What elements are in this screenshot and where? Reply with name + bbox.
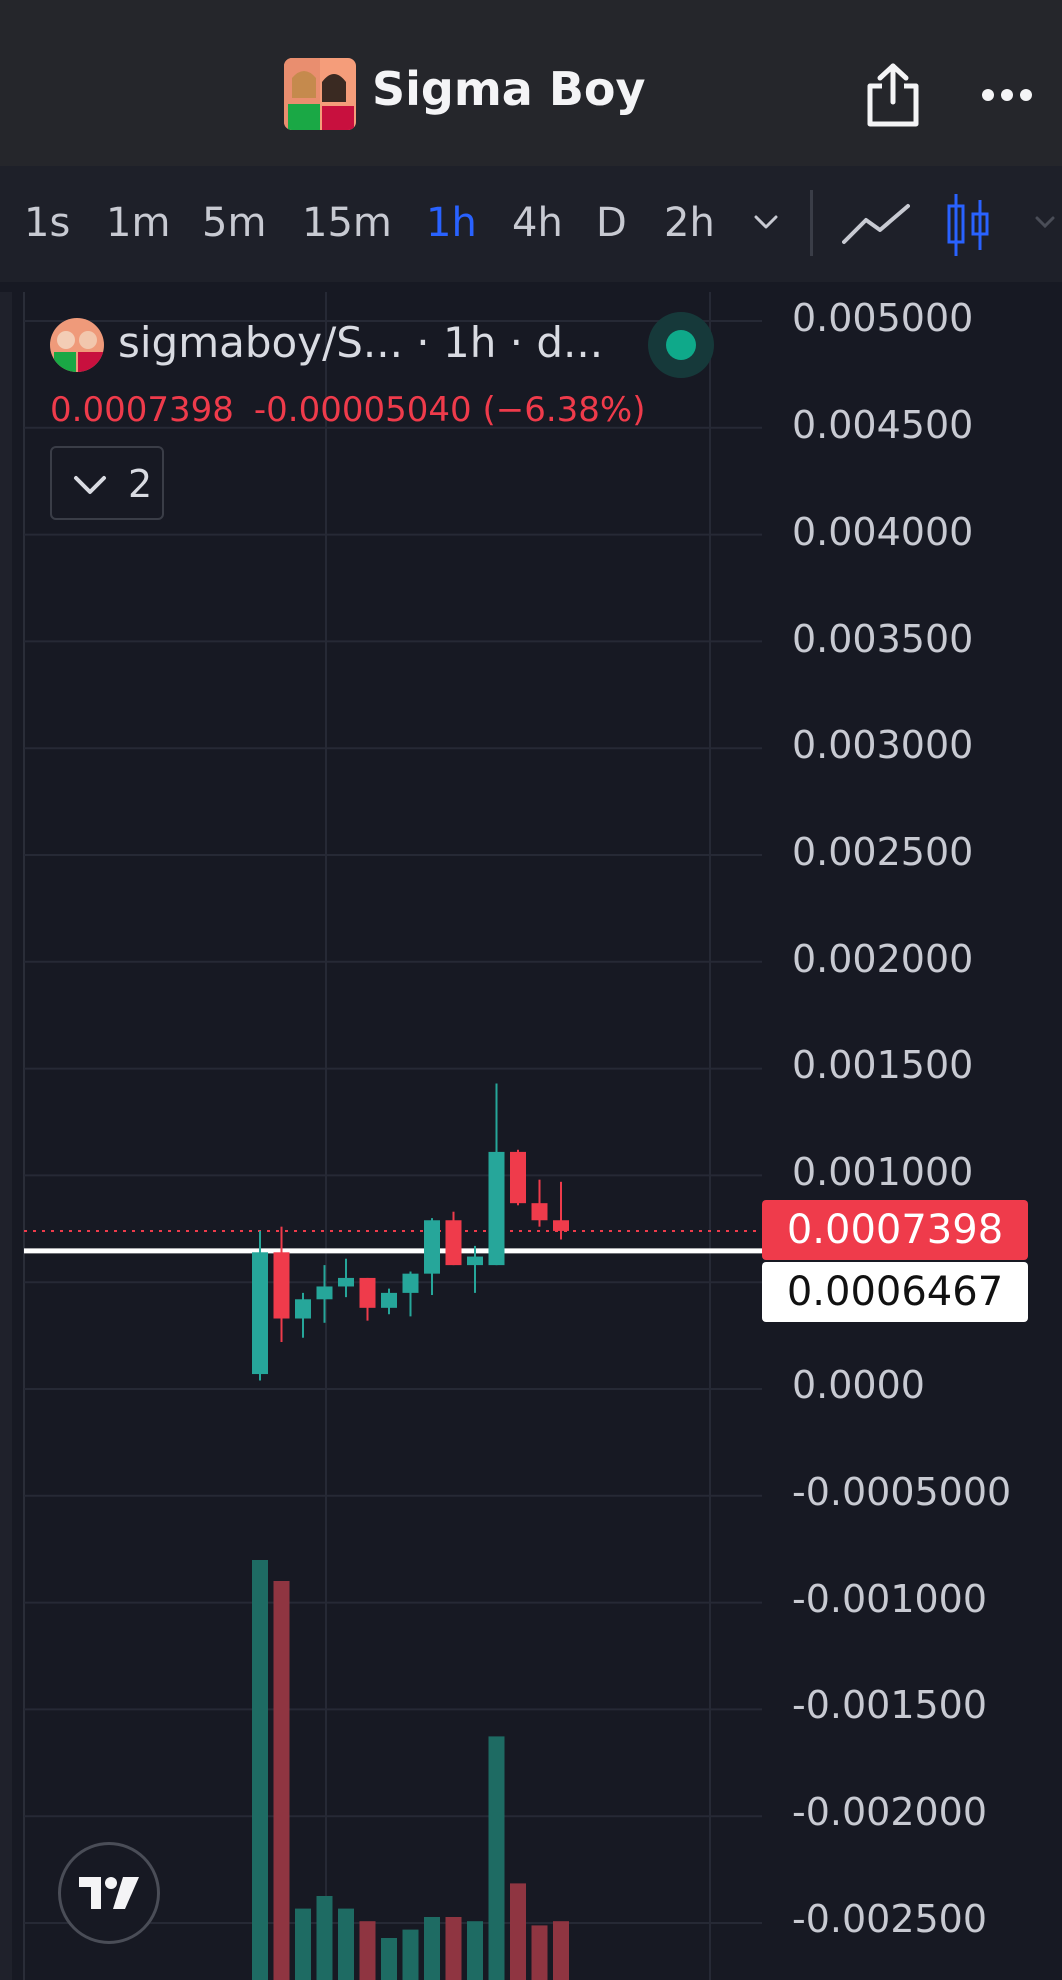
volume-bar: [424, 1917, 440, 1980]
chart-left-edge: [0, 292, 12, 1980]
price-axis-label: 0.005000: [792, 296, 974, 340]
price-axis-label: -0.001000: [792, 1577, 988, 1621]
candle-body: [273, 1252, 290, 1319]
legend-change: -0.00005040 (−6.38%): [253, 390, 646, 430]
volume-bar: [381, 1938, 397, 1980]
price-axis-label: -0.002000: [792, 1790, 988, 1834]
price-axis-label: 0.002000: [792, 937, 974, 981]
line-chart-icon[interactable]: [842, 202, 910, 248]
page-title: Sigma Boy: [372, 62, 646, 116]
price-axis-label: 0.0000: [792, 1363, 925, 1407]
price-axis-label: 0.003000: [792, 723, 974, 767]
top-bar: Sigma Boy: [0, 0, 1062, 166]
candlestick-icon[interactable]: [946, 192, 990, 258]
volume-bar: [359, 1921, 376, 1980]
timeframe-2h[interactable]: 2h: [664, 200, 715, 246]
candle-body: [467, 1256, 483, 1266]
timeframe-5m[interactable]: 5m: [202, 200, 267, 246]
price-axis-label: 0.001000: [792, 1150, 974, 1194]
volume-bar: [316, 1896, 333, 1980]
candle-body: [252, 1252, 268, 1375]
price-axis-label: 0.002500: [792, 830, 974, 874]
timeframe-15m[interactable]: 15m: [302, 200, 392, 246]
candle-body: [295, 1299, 311, 1319]
volume-bar: [488, 1736, 505, 1980]
legend-prices: 0.0007398 -0.00005040 (−6.38%): [50, 390, 665, 430]
candle-body: [531, 1203, 548, 1221]
toolbar-divider: [810, 190, 813, 256]
price-axis-label: -0.0005000: [792, 1470, 1012, 1514]
symbol-avatar: [50, 318, 104, 372]
live-dot: [666, 330, 696, 360]
timeframe-d[interactable]: D: [596, 200, 627, 246]
indicators-collapse-button[interactable]: 2: [50, 446, 164, 520]
candle-body: [445, 1220, 462, 1266]
timeframe-1m[interactable]: 1m: [106, 200, 171, 246]
crosshair-price-tag: 0.0006467: [762, 1262, 1028, 1322]
chevron-down-icon[interactable]: [752, 212, 780, 232]
price-axis-label: 0.004500: [792, 403, 974, 447]
candle-body: [381, 1292, 397, 1308]
live-status-indicator: [648, 312, 714, 378]
volume-bar: [252, 1560, 268, 1980]
candle-body: [553, 1220, 569, 1231]
price-axis-label: 0.001500: [792, 1043, 974, 1087]
volume-bar: [273, 1581, 290, 1980]
price-axis-label: 0.003500: [792, 617, 974, 661]
candle-body: [316, 1286, 333, 1300]
legend-last-price: 0.0007398: [50, 390, 234, 430]
volume-bar: [338, 1908, 354, 1980]
candle-body: [402, 1273, 419, 1293]
token-avatar: [284, 58, 356, 130]
volume-bar: [402, 1929, 419, 1980]
indicators-count: 2: [128, 462, 153, 506]
chevron-down-icon: [72, 470, 108, 500]
volume-bar: [467, 1921, 483, 1980]
share-icon[interactable]: [866, 62, 920, 128]
candle-body: [510, 1151, 526, 1204]
price-axis-label: -0.002500: [792, 1897, 988, 1941]
volume-bar: [553, 1921, 569, 1980]
volume-bar: [510, 1883, 526, 1980]
chart-area[interactable]: [0, 292, 1062, 1980]
price-axis-label: -0.001500: [792, 1683, 988, 1727]
timeframe-1s[interactable]: 1s: [24, 200, 71, 246]
price-axis-label: 0.004000: [792, 510, 974, 554]
candle-body: [488, 1151, 505, 1266]
timeframe-4h[interactable]: 4h: [512, 200, 563, 246]
chart-type-dropdown-icon[interactable]: [1034, 214, 1056, 230]
volume-bar: [445, 1917, 462, 1980]
last-price-tag: 0.0007398: [762, 1200, 1028, 1260]
more-icon[interactable]: [980, 80, 1034, 110]
timeframe-1h[interactable]: 1h: [426, 200, 477, 246]
tradingview-logo-icon[interactable]: [58, 1842, 160, 1944]
candle-body: [338, 1277, 354, 1287]
symbol-title[interactable]: sigmaboy/S... · 1h · d...: [118, 318, 604, 367]
candle-body: [359, 1277, 376, 1308]
volume-bar: [295, 1908, 311, 1980]
candle-body: [424, 1220, 440, 1274]
volume-bar: [531, 1925, 548, 1980]
